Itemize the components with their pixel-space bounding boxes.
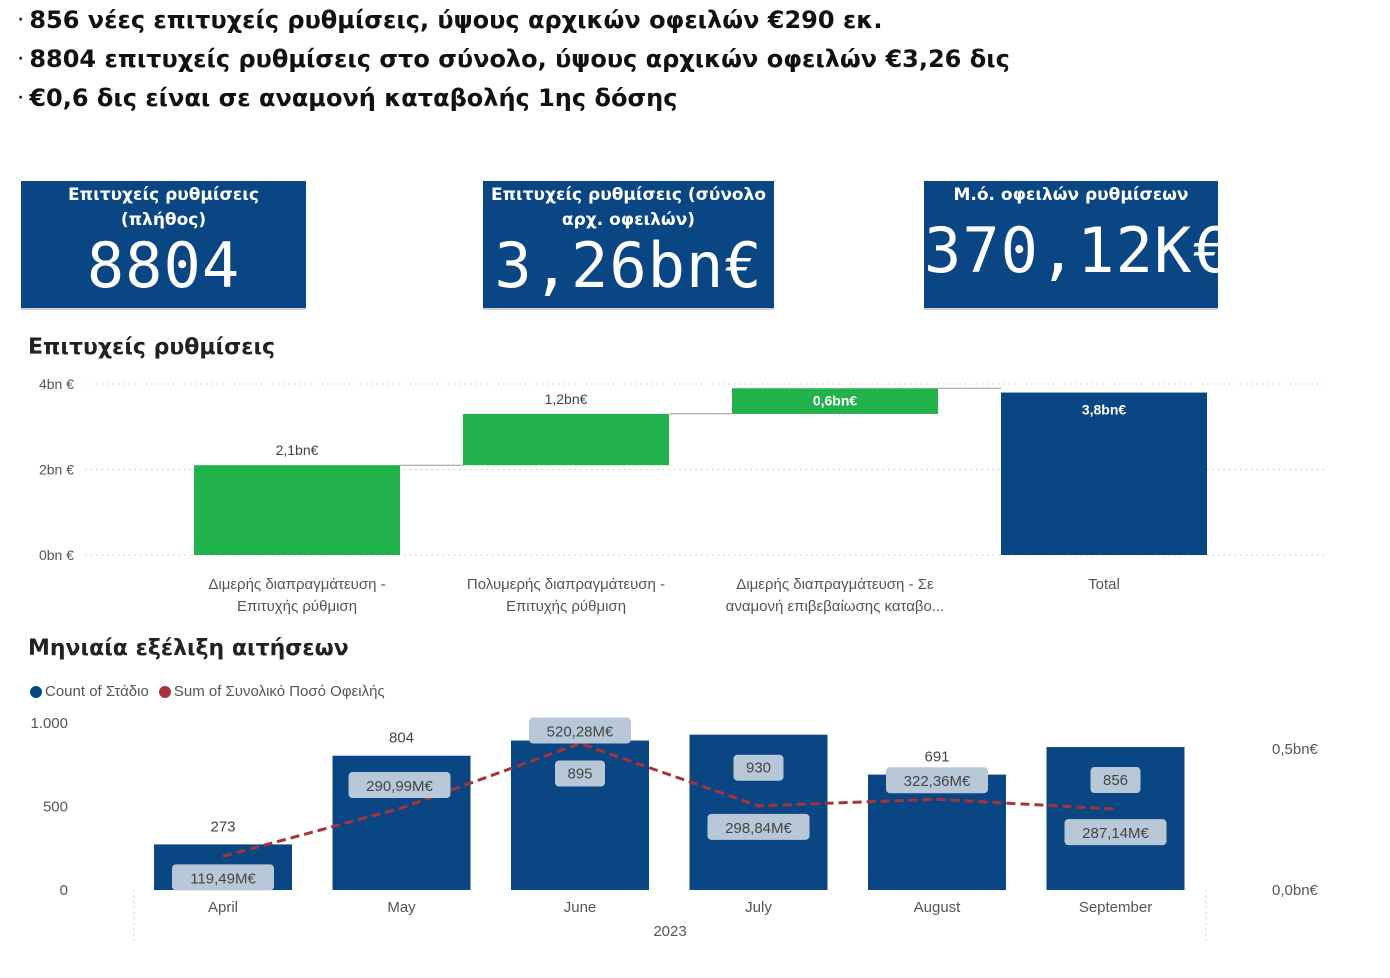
kpi-value: 3,26bn€ (494, 229, 763, 302)
x-tick-label: April (208, 899, 238, 916)
waterfall-chart-title: Επιτυχείς ρυθμίσεις (28, 335, 276, 360)
x-tick-label: September (1079, 899, 1152, 916)
line-series-debt (222, 741, 1116, 858)
monthly-combo-chart: 0 500 1.000 0,0bn€ 0,5bn€ April May June July Aug… (30, 715, 1319, 943)
bar-data-label-box (1090, 767, 1141, 794)
line-data-label: 322,36M€ (904, 773, 971, 790)
kpi-card-average-debt[interactable]: Μ.ό. οφειλών ρυθμίσεων 370,12K€ (924, 181, 1231, 310)
line-data-label-box (172, 864, 274, 891)
waterfall-bar (732, 388, 938, 414)
line-data-label-box (1064, 819, 1167, 846)
x-category-label: Total (1088, 576, 1120, 593)
monthly-bar (868, 774, 1006, 890)
kpi-card-total-debt[interactable]: Επιτυχείς ρυθμίσεις (σύνολο αρχ. οφειλών… (483, 181, 774, 310)
legend-item-count[interactable]: Count of Στάδιο (30, 683, 149, 700)
legend-item-sum[interactable]: Sum of Συνολικό Ποσό Οφειλής (158, 683, 385, 700)
x-tick-label: May (387, 899, 416, 916)
monthly-chart-title: Μηνιαία εξέλιξη αιτήσεων (28, 636, 349, 661)
y-tick-label-left: 1.000 (30, 715, 68, 732)
headline-text: 856 νέες επιτυχείς ρυθμίσεις, ύψους αρχι… (29, 6, 883, 34)
headline-bullet: · 856 νέες επιτυχείς ρυθμίσεις, ύψους αρ… (18, 6, 1010, 45)
headline-bullet: · 8804 επιτυχείς ρυθμίσεις στο σύνολο, ύ… (18, 45, 1010, 84)
kpi-card-count[interactable]: Επιτυχείς ρυθμίσεις (πλήθος) 8804 (21, 181, 306, 310)
y-tick-label: 4bn € (39, 376, 74, 392)
headline-bullets: · 856 νέες επιτυχείς ρυθμίσεις, ύψους αρ… (18, 6, 1010, 123)
y-tick-label-left: 0 (60, 882, 68, 899)
legend-label: Sum of Συνολικό Ποσό Οφειλής (173, 683, 385, 700)
y-tick-label-left: 500 (43, 799, 68, 816)
kpi-label-line: αρχ. οφειλών) (561, 210, 696, 230)
chart-legend: Count of Στάδιο Sum of Συνολικό Ποσό Οφε… (30, 683, 395, 700)
legend-swatch (30, 685, 42, 698)
bar-data-label: 856 (1103, 772, 1128, 789)
bullet-dot: · (18, 12, 24, 28)
y-tick-label-right: 0,5bn€ (1272, 741, 1319, 758)
kpi-value: 370,12K€ (924, 214, 1231, 287)
bar-data-label: 273 (210, 818, 235, 835)
headline-text: €0,6 δις είναι σε αναμονή καταβολής 1ης … (29, 84, 678, 112)
kpi-label-line: Μ.ό. οφειλών ρυθμίσεων (953, 185, 1189, 205)
waterfall-chart: 0bn € 2bn € 4bn € 2,1bn€ Διμερής διαπραγμάτε… (39, 376, 1325, 615)
line-data-label: 520,28M€ (547, 723, 614, 740)
data-label: 3,8bn€ (1082, 402, 1127, 418)
bar-data-label-box (555, 760, 605, 787)
bar-data-label: 895 (567, 766, 592, 783)
x-category-label: Πολυμερής διαπραγμάτευση - (467, 576, 665, 593)
kpi-label: Μ.ό. οφειλών ρυθμίσεων (924, 181, 1218, 208)
data-label: 2,1bn€ (276, 442, 319, 458)
line-data-label-box (707, 813, 810, 840)
bar-data-label: 930 (746, 760, 771, 777)
data-label: 1,2bn€ (545, 391, 588, 407)
legend-label: Count of Στάδιο (45, 683, 149, 700)
line-data-label: 290,99M€ (366, 778, 433, 795)
bullet-dot: · (18, 90, 24, 106)
line-data-label: 119,49M€ (190, 870, 256, 887)
kpi-label-line: Επιτυχείς ρυθμίσεις (68, 185, 259, 205)
y-tick-label: 2bn € (39, 462, 74, 478)
x-group-label: 2023 (653, 923, 686, 940)
line-data-label-box (886, 767, 988, 794)
bar-data-label: 691 (924, 749, 949, 766)
kpi-label: Επιτυχείς ρυθμίσεις (σύνολο αρχ. οφειλών… (483, 181, 774, 233)
line-data-label-box (529, 717, 631, 744)
x-category-label: Διμερής διαπραγμάτευση - Σε (736, 576, 934, 593)
bar-data-label: 804 (389, 730, 414, 747)
x-category-label: Επιτυχής ρύθμιση (506, 598, 626, 615)
line-data-label-box (348, 772, 451, 799)
x-category-label: Διμερής διαπραγμάτευση - (208, 576, 385, 593)
x-category-label: Επιτυχής ρύθμιση (237, 598, 357, 615)
kpi-value: 8804 (86, 229, 241, 302)
kpi-label-line: (πλήθος) (120, 210, 207, 230)
y-tick-label: 0bn € (39, 547, 74, 563)
headline-text: 8804 επιτυχείς ρυθμίσεις στο σύνολο, ύψο… (29, 45, 1010, 73)
x-tick-label: June (564, 899, 597, 916)
waterfall-bar (463, 413, 669, 466)
line-data-label: 298,84M€ (725, 820, 792, 837)
x-category-label: αναμονή επιβεβαίωσης καταβο... (726, 598, 945, 615)
legend-swatch (158, 685, 171, 698)
data-label: 0,6bn€ (813, 392, 858, 408)
waterfall-bar (1001, 392, 1207, 555)
kpi-label: Επιτυχείς ρυθμίσεις (πλήθος) (21, 181, 306, 233)
bullet-dot: · (18, 51, 24, 67)
x-tick-label: August (914, 899, 962, 916)
bar-data-label-box (733, 754, 784, 781)
line-data-label: 287,14M€ (1082, 825, 1149, 842)
y-tick-label-right: 0,0bn€ (1272, 882, 1319, 899)
x-tick-label: July (745, 899, 772, 916)
kpi-label-line: Επιτυχείς ρυθμίσεις (σύνολο (490, 185, 767, 205)
headline-bullet: · €0,6 δις είναι σε αναμονή καταβολής 1η… (18, 84, 1010, 123)
waterfall-bar (194, 465, 400, 555)
